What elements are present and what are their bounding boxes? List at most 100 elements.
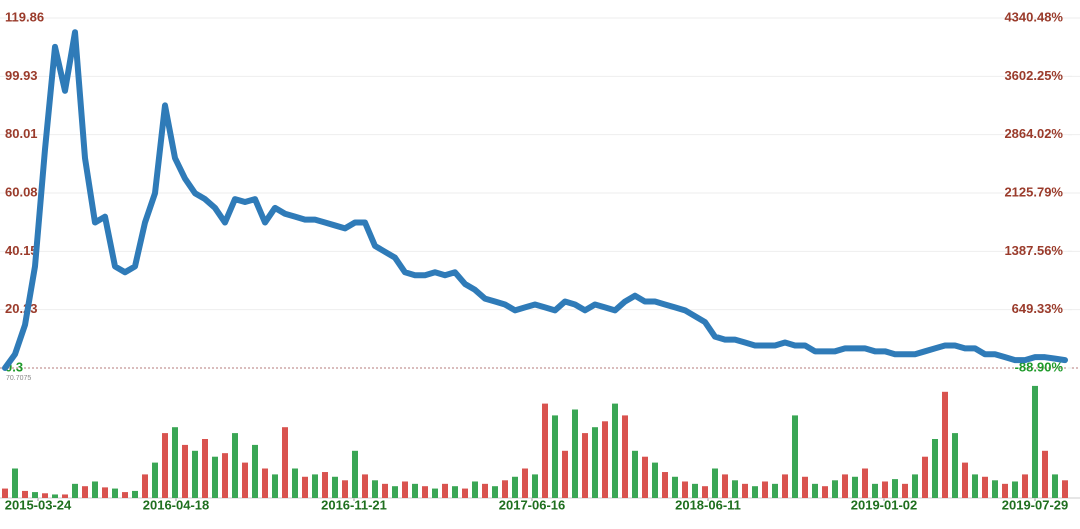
- x-tick-label: 2019-01-02: [851, 497, 918, 512]
- volume-bar: [132, 490, 138, 498]
- volume-bar: [412, 483, 418, 498]
- volume-bar: [292, 468, 298, 498]
- volume-bar: [762, 481, 768, 498]
- volume-bar: [522, 468, 528, 498]
- volume-bar: [442, 483, 448, 498]
- volume-bar: [452, 486, 458, 498]
- y-tick-label: 99.93: [5, 68, 38, 83]
- volume-bar: [1032, 385, 1038, 498]
- volume-bar: [182, 444, 188, 498]
- volume-bar: [1002, 483, 1008, 498]
- x-tick-label: 2015-03-24: [5, 497, 72, 512]
- volume-bar: [742, 483, 748, 498]
- volume-bar: [532, 474, 538, 498]
- volume-bar: [912, 474, 918, 498]
- volume-bar: [592, 427, 598, 498]
- volume-bar: [492, 486, 498, 498]
- volume-bar: [382, 483, 388, 498]
- volume-bar: [352, 450, 358, 498]
- volume-bar: [482, 483, 488, 498]
- volume-bar: [462, 488, 468, 498]
- volume-bar: [952, 433, 958, 498]
- volume-bar: [622, 415, 628, 498]
- x-tick-label: 2018-06-11: [675, 497, 741, 512]
- volume-bar: [392, 486, 398, 498]
- y-tick-label: 40.15: [5, 243, 38, 258]
- x-tick-label: 2017-06-16: [499, 497, 566, 512]
- volume-bar: [42, 493, 48, 498]
- volume-bar: [2, 488, 8, 498]
- volume-bar: [1062, 480, 1068, 498]
- volume-bar: [662, 472, 668, 498]
- y2-tick-label: 3602.25%: [1004, 68, 1063, 83]
- y2-tick-label: 2125.79%: [1004, 184, 1063, 199]
- volume-bar: [12, 468, 18, 498]
- volume-bar: [252, 444, 258, 498]
- volume-bar: [802, 476, 808, 498]
- y2-tick-label: 1387.56%: [1004, 243, 1063, 258]
- volume-bar: [712, 468, 718, 498]
- volume-bar: [232, 433, 238, 498]
- x-tick-label: 2016-04-18: [143, 497, 210, 512]
- volume-bar: [752, 486, 758, 498]
- volume-bar: [212, 456, 218, 498]
- volume-bar: [362, 474, 368, 498]
- volume-bar: [62, 494, 68, 498]
- volume-bar: [32, 492, 38, 498]
- volume-bar: [612, 403, 618, 498]
- volume-bar: [512, 476, 518, 498]
- volume-bar: [842, 474, 848, 498]
- y-tick-label: 60.08: [5, 184, 38, 199]
- volume-bar: [322, 472, 328, 498]
- volume-bar: [552, 415, 558, 498]
- volume-bar: [562, 450, 568, 498]
- volume-bar: [672, 476, 678, 498]
- volume-bar: [812, 483, 818, 498]
- volume-bar: [502, 480, 508, 498]
- volume-bar: [82, 486, 88, 498]
- volume-bar: [702, 486, 708, 498]
- volume-bar: [542, 403, 548, 498]
- y2-tick-label: 4340.48%: [1004, 9, 1063, 24]
- volume-bar: [962, 462, 968, 498]
- volume-bar: [1042, 450, 1048, 498]
- volume-bar: [942, 391, 948, 498]
- volume-bar: [432, 488, 438, 498]
- volume-bar: [472, 481, 478, 498]
- annotation: 70.7075: [6, 375, 31, 382]
- volume-bar: [172, 427, 178, 498]
- volume-bar: [882, 481, 888, 498]
- volume-bar: [982, 476, 988, 498]
- volume-bar: [652, 462, 658, 498]
- volume-bar: [1022, 474, 1028, 498]
- volume-bar: [682, 481, 688, 498]
- volume-bar: [422, 486, 428, 498]
- volume-bar: [642, 456, 648, 498]
- y2-tick-label: -88.90%: [1015, 359, 1064, 374]
- volume-bar: [52, 494, 58, 498]
- volume-bar: [922, 456, 928, 498]
- volume-bar: [692, 483, 698, 498]
- volume-bar: [722, 474, 728, 498]
- volume-bar: [302, 476, 308, 498]
- volume-bar: [372, 480, 378, 498]
- volume-bar: [202, 439, 208, 498]
- y2-tick-label: 649.33%: [1012, 301, 1064, 316]
- volume-bar: [602, 421, 608, 498]
- volume-bar: [112, 488, 118, 498]
- price-line: [2, 29, 1068, 371]
- volume-bar: [402, 481, 408, 498]
- volume-bar: [772, 483, 778, 498]
- volume-bar: [142, 474, 148, 498]
- volume-bar: [632, 450, 638, 498]
- volume-bar: [832, 480, 838, 498]
- volume-bar: [902, 483, 908, 498]
- volume-bar: [1012, 481, 1018, 498]
- volume-bar: [862, 468, 868, 498]
- volume-bar: [22, 490, 28, 498]
- volume-bar: [242, 462, 248, 498]
- y2-tick-label: 2864.02%: [1004, 126, 1063, 141]
- volume-bar: [192, 450, 198, 498]
- volume-bar: [582, 433, 588, 498]
